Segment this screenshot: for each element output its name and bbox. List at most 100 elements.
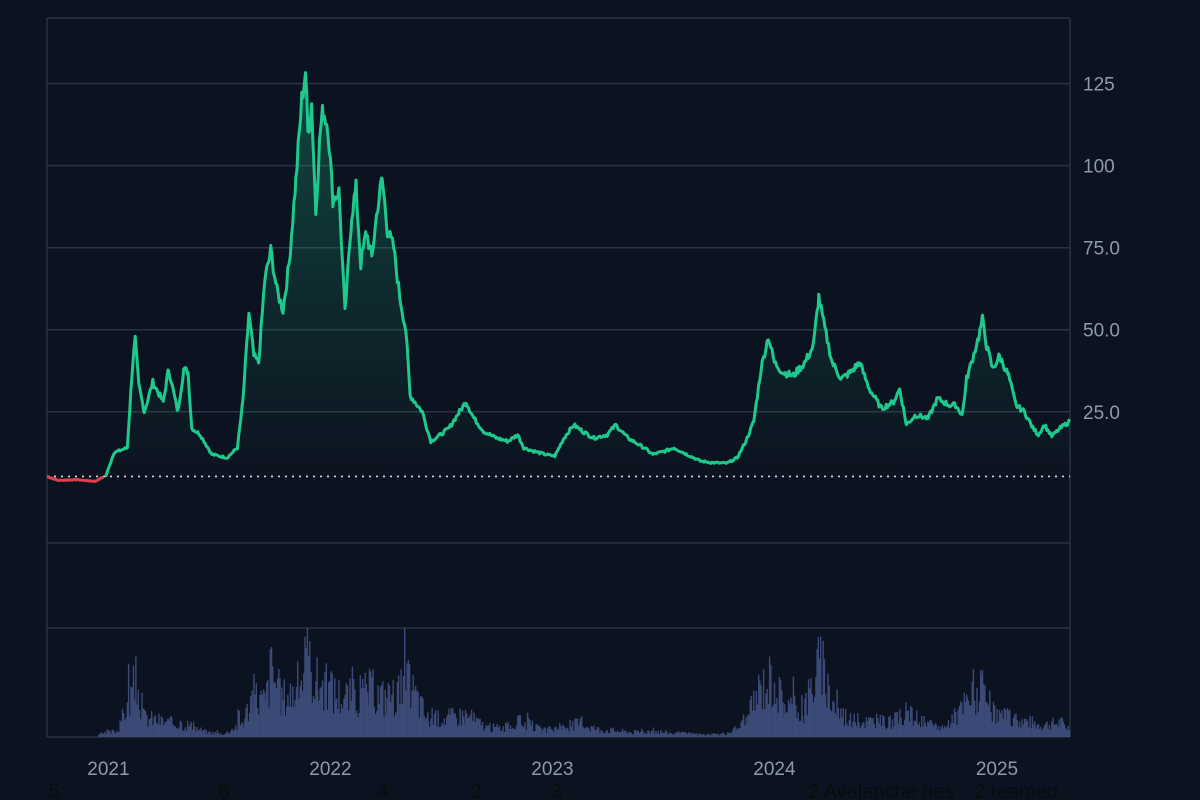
x-tick-label: 2024 xyxy=(753,759,796,780)
volume-bar xyxy=(278,669,280,737)
event-marker-label[interactable]: 2 teamed... xyxy=(975,781,1075,800)
volume-bar xyxy=(845,709,847,737)
volume-bar xyxy=(776,698,778,737)
volume-bar xyxy=(858,722,860,737)
volume-bar xyxy=(983,683,985,737)
volume-bar xyxy=(891,719,894,737)
volume-bar xyxy=(289,683,292,737)
volume-bar xyxy=(807,679,810,737)
volume-bar xyxy=(401,703,403,737)
volume-bar xyxy=(180,722,183,737)
price-line-below-baseline[interactable] xyxy=(46,474,105,483)
volume-bar xyxy=(727,732,729,737)
volume-bar xyxy=(190,721,192,737)
volume-bar xyxy=(820,636,822,737)
volume-bar xyxy=(705,735,708,737)
volume-bar xyxy=(573,730,575,737)
volume-bar xyxy=(343,698,345,737)
volume-bar xyxy=(507,721,509,737)
volume-bar xyxy=(258,714,260,737)
volume-bar xyxy=(958,706,961,737)
volume-bar xyxy=(184,727,186,737)
volume-bar xyxy=(641,728,643,737)
volume-bar xyxy=(337,709,339,737)
volume-bar xyxy=(661,732,663,737)
volume-bar xyxy=(405,690,407,737)
volume-bar xyxy=(382,681,384,737)
volume-bar xyxy=(650,730,653,737)
volume-bar xyxy=(964,702,967,737)
volume-bar xyxy=(928,722,930,737)
volume-bar xyxy=(598,727,600,737)
volume-bar xyxy=(706,733,709,737)
volume-bar xyxy=(171,716,173,737)
volume-bar xyxy=(228,733,231,737)
volume-bar xyxy=(884,727,886,737)
volume-bar xyxy=(169,715,172,737)
volume-bar xyxy=(1016,719,1018,737)
volume-bar xyxy=(449,715,451,737)
volume-bar xyxy=(945,727,947,737)
volume-bar xyxy=(565,728,568,737)
volume-bar xyxy=(969,705,971,737)
volume-bar xyxy=(863,722,865,737)
volume-bar xyxy=(582,726,584,737)
volume-bar xyxy=(714,733,717,737)
volume-bar xyxy=(828,685,830,737)
volume-bar xyxy=(866,721,869,737)
volume-bar xyxy=(142,708,144,737)
volume-bar xyxy=(821,695,823,737)
volume-bar xyxy=(178,727,180,737)
volume-bar xyxy=(253,674,255,737)
volume-bar xyxy=(306,628,309,737)
volume-bar xyxy=(758,674,760,737)
y-tick-label: 100 xyxy=(1083,157,1115,178)
volume-bar xyxy=(593,725,595,737)
volume-bar xyxy=(792,676,795,737)
volume-bar xyxy=(264,701,267,737)
volume-bar xyxy=(815,677,817,737)
price-line[interactable] xyxy=(104,71,1071,478)
volume-bar xyxy=(275,688,278,737)
volume-bar xyxy=(472,720,474,737)
volume-bar xyxy=(242,727,245,737)
volume-bar xyxy=(822,640,824,737)
volume-bar xyxy=(557,728,560,737)
event-marker-label[interactable]: 2 xyxy=(808,781,819,800)
volume-bar xyxy=(392,680,394,737)
event-marker-label[interactable]: 5 xyxy=(49,781,60,800)
volume-bar xyxy=(526,712,529,737)
volume-bar xyxy=(123,713,125,737)
volume-bar xyxy=(1014,714,1016,737)
event-marker-label[interactable]: 6 xyxy=(219,781,230,800)
volume-bar xyxy=(431,707,433,737)
volume-bar xyxy=(956,724,958,737)
event-marker-label[interactable]: 3 xyxy=(551,781,562,800)
volume-bar xyxy=(118,732,120,737)
volume-bar xyxy=(154,715,157,737)
volume-bar xyxy=(777,713,779,737)
volume-bar xyxy=(112,729,115,737)
volume-bar xyxy=(896,712,899,737)
volume-bar xyxy=(317,690,319,737)
event-marker-label[interactable]: 4 xyxy=(378,781,389,800)
volume-bar xyxy=(325,663,327,737)
volume-bar xyxy=(902,725,905,737)
volume-bar xyxy=(631,734,633,737)
volume-bar xyxy=(544,727,546,737)
volume-bar xyxy=(332,713,335,737)
volume-bar xyxy=(423,715,425,737)
volume-bar xyxy=(761,709,763,737)
volume-bar xyxy=(694,733,697,737)
volume-bar xyxy=(453,713,455,737)
volume-bar xyxy=(140,719,142,737)
volume-bar xyxy=(985,702,987,737)
volume-bar xyxy=(647,730,649,737)
volume-bar xyxy=(720,733,723,737)
volume-bar xyxy=(716,734,718,737)
event-marker-label[interactable]: Avalanche has xyxy=(824,781,955,800)
volume-bar xyxy=(378,703,380,737)
event-marker-label[interactable]: 2 xyxy=(471,781,482,800)
volume-bar xyxy=(662,732,664,737)
